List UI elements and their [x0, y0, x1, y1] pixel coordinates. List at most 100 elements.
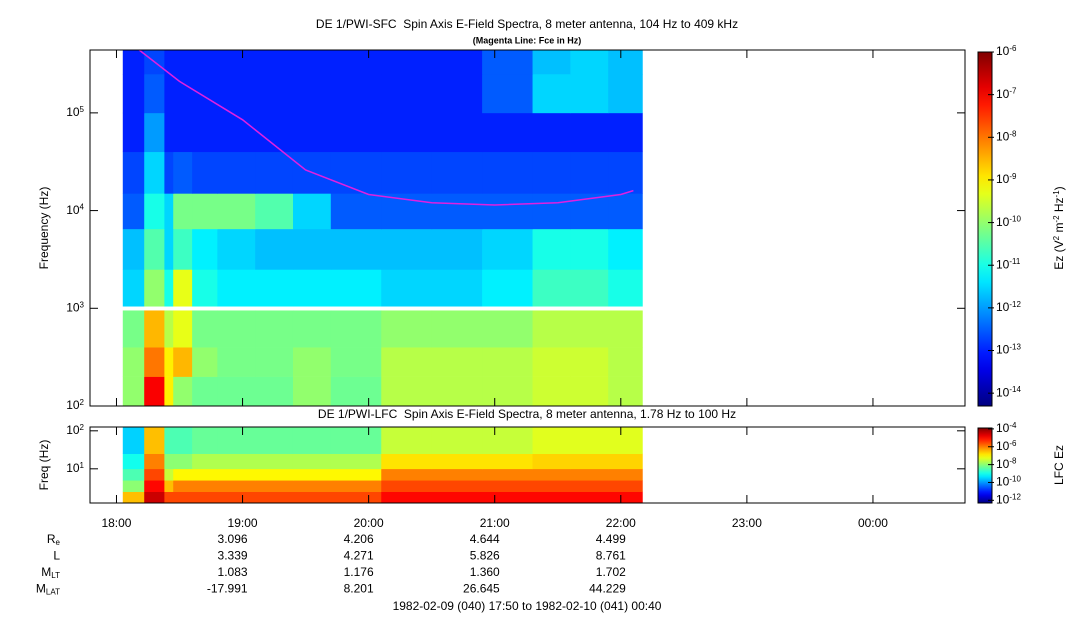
heatmap-cell [144, 269, 165, 307]
heatmap-cell [608, 310, 643, 348]
heatmap-cell [217, 427, 256, 454]
heatmap-cell [173, 376, 193, 407]
plot-frame [89, 49, 966, 407]
ephemeris-label: L [53, 549, 60, 563]
heatmap-cell [570, 228, 609, 270]
heatmap-cell [122, 468, 145, 481]
heatmap-cell [532, 310, 571, 348]
heatmap-cell [192, 228, 218, 270]
heatmap-cell [381, 73, 433, 114]
heatmap-cell [144, 151, 165, 194]
x-tick-label: 22:00 [606, 516, 636, 530]
heatmap-cell [532, 228, 571, 270]
heatmap-cell [192, 112, 218, 153]
heatmap-cell [173, 427, 193, 454]
heatmap-cell [330, 480, 382, 492]
heatmap-cell [482, 491, 534, 504]
heatmap-cell [255, 310, 294, 348]
heatmap-cell [217, 50, 256, 75]
heatmap-cell [144, 491, 165, 504]
heatmap-cell [292, 50, 332, 75]
heatmap-cell [330, 228, 382, 270]
heatmap-cell [292, 491, 332, 504]
heatmap-cell [532, 427, 571, 454]
heatmap-cell [217, 453, 256, 470]
heatmap-cell [217, 480, 256, 492]
heatmap-cell [381, 453, 433, 470]
heatmap-cell [192, 310, 218, 348]
heatmap-cell [292, 347, 332, 377]
heatmap-cell [570, 269, 609, 307]
heatmap-cell [381, 347, 433, 377]
heatmap-cell [608, 50, 643, 75]
heatmap-cell [330, 193, 382, 230]
x-tick-label: 19:00 [228, 516, 258, 530]
heatmap-cell [192, 347, 218, 377]
ephemeris-value: 3.096 [218, 532, 248, 546]
ephemeris-value: 4.206 [344, 532, 374, 546]
heatmap-cell [255, 151, 294, 194]
heatmap-cell [164, 491, 174, 504]
heatmap-cell [330, 427, 382, 454]
heatmap-cell [431, 427, 483, 454]
heatmap-cell [608, 453, 643, 470]
ephemeris-value: 5.826 [470, 549, 500, 563]
heatmap-cell [292, 228, 332, 270]
heatmap-cell [570, 151, 609, 194]
heatmap-cell [217, 73, 256, 114]
ephemeris-value: 8.201 [344, 582, 374, 596]
heatmap-cell [255, 376, 294, 407]
heatmap-cell [217, 310, 256, 348]
heatmap-cell [381, 480, 433, 492]
colorbar-label: Ez (V2 m-2 Hz-1) [1052, 186, 1066, 269]
heatmap-cell [292, 269, 332, 307]
heatmap-cell [431, 376, 483, 407]
heatmap-cell [482, 73, 534, 114]
heatmap-cell [144, 73, 165, 114]
heatmap-cell [381, 50, 433, 75]
heatmap-cell [173, 310, 193, 348]
heatmap-cell [532, 453, 571, 470]
heatmap-cell [608, 347, 643, 377]
heatmap-cell [217, 112, 256, 153]
heatmap-cell [255, 50, 294, 75]
heatmap-cell [192, 480, 218, 492]
ephemeris-value: 1.176 [344, 565, 374, 579]
heatmap-cell [608, 269, 643, 307]
ephemeris-value: 3.339 [218, 549, 248, 563]
x-tick-label: 21:00 [480, 516, 510, 530]
heatmap-cell [122, 269, 145, 307]
ephemeris-value: 44.229 [589, 582, 626, 596]
x-tick-label: 20:00 [354, 516, 384, 530]
heatmap-cell [431, 453, 483, 470]
ephemeris-value: -17.991 [207, 582, 248, 596]
heatmap-cell [144, 453, 165, 470]
plot-frame [89, 426, 966, 504]
heatmap-cell [608, 376, 643, 407]
heatmap-cell [482, 468, 534, 481]
heatmap-cell [164, 228, 174, 270]
heatmap-cell [431, 468, 483, 481]
fce-line [138, 49, 634, 206]
heatmap-cell [381, 427, 433, 454]
ephemeris-value: 4.644 [470, 532, 500, 546]
heatmap-cell [381, 151, 433, 194]
ephemeris-value: 26.645 [463, 582, 500, 596]
heatmap-cell [255, 73, 294, 114]
heatmap-cell [192, 269, 218, 307]
heatmap-cell [482, 193, 534, 230]
heatmap-cell [292, 427, 332, 454]
heatmap-cell [122, 310, 145, 348]
heatmap-cell [164, 453, 174, 470]
heatmap-cell [608, 228, 643, 270]
chart-subtitle: (Magenta Line: Fce in Hz) [473, 35, 582, 45]
heatmap-cell [431, 269, 483, 307]
heatmap-cell [532, 269, 571, 307]
heatmap-cell [164, 376, 174, 407]
y-axis-label: Frequency (Hz) [37, 187, 51, 270]
x-tick-label: 23:00 [732, 516, 762, 530]
heatmap-cell [164, 50, 174, 75]
heatmap-cell [482, 347, 534, 377]
heatmap-cell [173, 193, 193, 230]
heatmap-cell [292, 453, 332, 470]
